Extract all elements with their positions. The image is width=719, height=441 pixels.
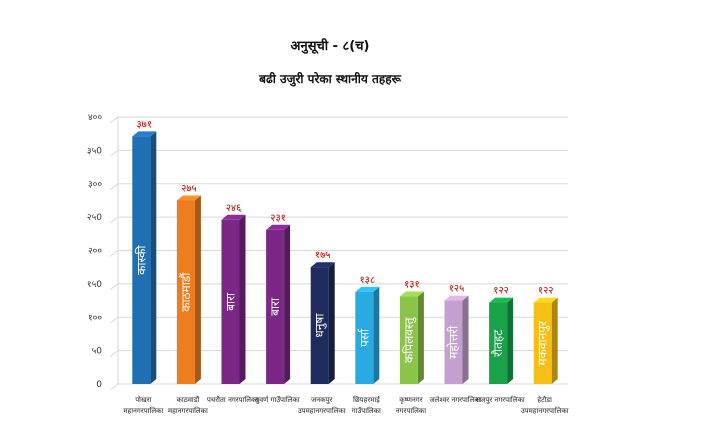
data-label: १२२	[538, 286, 554, 297]
bar-front	[132, 136, 151, 384]
x-tick-label: महानगरपालिका	[168, 406, 208, 415]
bar-front	[310, 267, 329, 384]
bar-inner-label: बारा	[268, 297, 282, 316]
y-tick-label: १५0	[87, 280, 102, 290]
x-tick-label: राजपुर नगरपालिका	[476, 395, 525, 404]
x-tick-label: उपमहानगरपालिका	[298, 406, 346, 415]
y-tick-label: २५0	[87, 213, 102, 223]
y-tick-label: 0	[96, 380, 102, 390]
bar-side	[373, 286, 380, 384]
bar-side	[284, 224, 291, 384]
bar-front	[533, 302, 552, 384]
bar-inner-label: पर्सा	[357, 328, 371, 347]
gridline-depth	[109, 250, 119, 257]
gridline-depth	[109, 350, 119, 358]
bar-top	[221, 214, 246, 220]
data-label: २४६	[226, 203, 242, 214]
y-tick-label: ५0	[92, 347, 103, 357]
y-tick-label: १००	[88, 313, 102, 323]
gridline-depth	[109, 149, 119, 157]
x-tick-label: पचरौता नगरपालिका	[207, 395, 259, 404]
bar-side	[417, 291, 424, 384]
bar	[444, 295, 469, 384]
gridline-depth	[109, 383, 119, 391]
gridline-depth	[109, 316, 119, 324]
x-tick-label: महानगरपालिका	[123, 406, 163, 415]
gridline-depth	[109, 183, 119, 191]
bar-front	[221, 219, 240, 384]
x-tick-label: कृष्णनगर	[399, 396, 423, 404]
data-label: १३८	[359, 275, 375, 286]
bar-side	[328, 262, 335, 384]
bar-top	[355, 286, 380, 292]
page-title: अनुसूची - ८(च)	[290, 39, 370, 54]
bar-side	[462, 295, 469, 384]
bar	[221, 214, 246, 384]
x-tick-label: पोखरा	[135, 395, 151, 404]
bar	[355, 286, 380, 384]
bar-front	[399, 296, 418, 384]
x-tick-label: नगरपालिका	[396, 406, 426, 415]
bar-front	[266, 229, 285, 384]
chart-title: बढी उजुरी परेका स्थानीय तहहरू	[259, 72, 401, 86]
x-tick-label: छिपहरमाई	[353, 395, 381, 404]
bar-front	[489, 302, 508, 384]
bar	[132, 131, 157, 384]
bar	[399, 291, 424, 384]
bar-top	[176, 195, 201, 201]
bar-top	[310, 262, 335, 268]
bar-side	[150, 131, 157, 384]
bar-side	[551, 297, 558, 384]
gridline-depth	[109, 283, 119, 291]
bar-side	[239, 214, 246, 384]
data-label: १२५	[449, 284, 465, 295]
data-label: ३७१	[136, 119, 152, 130]
data-label: १२२	[493, 286, 509, 297]
x-tick-label: काठमाडौं	[176, 395, 199, 404]
bar-layer	[132, 131, 558, 384]
data-label: २७५	[181, 183, 197, 194]
bar-top	[444, 295, 469, 301]
bar-front	[355, 291, 374, 384]
x-tick-label: जनकपुर	[311, 396, 332, 404]
data-label: १३१	[404, 280, 420, 291]
bar-top	[489, 297, 514, 303]
bar-side	[507, 297, 514, 384]
y-tick-label: ३००	[88, 180, 102, 190]
bar-inner-label: कपिलवस्तु	[402, 316, 417, 363]
bar-inner-label: रौतहट	[491, 329, 505, 357]
x-tick-label: उपमहानगरपालिका	[521, 406, 569, 415]
x-tick-label: हेटौडा	[537, 395, 552, 404]
y-tick-label: २००	[88, 247, 102, 257]
y-tick-label: ४००	[88, 113, 102, 123]
bar-inner-label: मकवानपुर	[536, 320, 551, 366]
x-tick-label: सुवर्ण गाउँपालिका	[255, 395, 300, 404]
bar-inner-label: महोत्तरी	[447, 325, 461, 359]
x-tick-label: गाउँपालिका	[352, 406, 381, 415]
bar	[533, 297, 558, 384]
bar-inner-label: धनुषा	[313, 313, 328, 338]
bar-top	[399, 291, 424, 297]
gridline-depth	[109, 216, 119, 224]
x-tick-label: जलेश्वर नगरपालिका	[429, 395, 481, 404]
bar-inner-label: काठमाडौं	[179, 272, 193, 312]
label-layer: 0 ५0 १०० १५0 २०० २५0 ३०० ३५0 ४०० ३७१ कास्की पोखरा मह…	[87, 113, 569, 415]
bar	[310, 262, 335, 384]
bar-front	[176, 200, 195, 384]
data-label: २३१	[270, 213, 286, 224]
bar-side	[194, 195, 201, 384]
bar	[489, 297, 514, 384]
bar-top	[266, 224, 291, 230]
bar	[266, 224, 291, 384]
gridline-depth	[109, 116, 119, 124]
bar-inner-label: कास्की	[134, 245, 148, 275]
y-tick-label: ३५0	[87, 146, 102, 156]
bar	[176, 195, 201, 384]
bar-inner-label: बारा	[224, 292, 238, 311]
data-label: १७५	[315, 250, 331, 261]
bar-front	[444, 300, 463, 384]
bar-top	[132, 131, 157, 137]
bar-top	[533, 297, 558, 303]
